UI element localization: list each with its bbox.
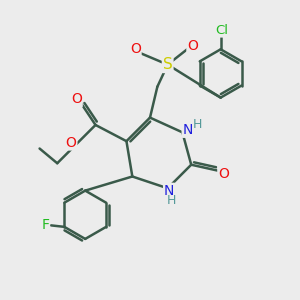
Text: S: S (163, 57, 172, 72)
Text: Cl: Cl (216, 24, 229, 37)
Text: O: O (187, 39, 198, 53)
Text: F: F (41, 218, 49, 233)
Text: N: N (164, 184, 174, 198)
Text: H: H (167, 194, 176, 207)
Text: H: H (193, 118, 202, 130)
Text: N: N (182, 123, 193, 137)
Text: O: O (71, 92, 82, 106)
Text: O: O (218, 167, 229, 181)
Text: O: O (66, 136, 76, 150)
Text: O: O (130, 42, 141, 56)
